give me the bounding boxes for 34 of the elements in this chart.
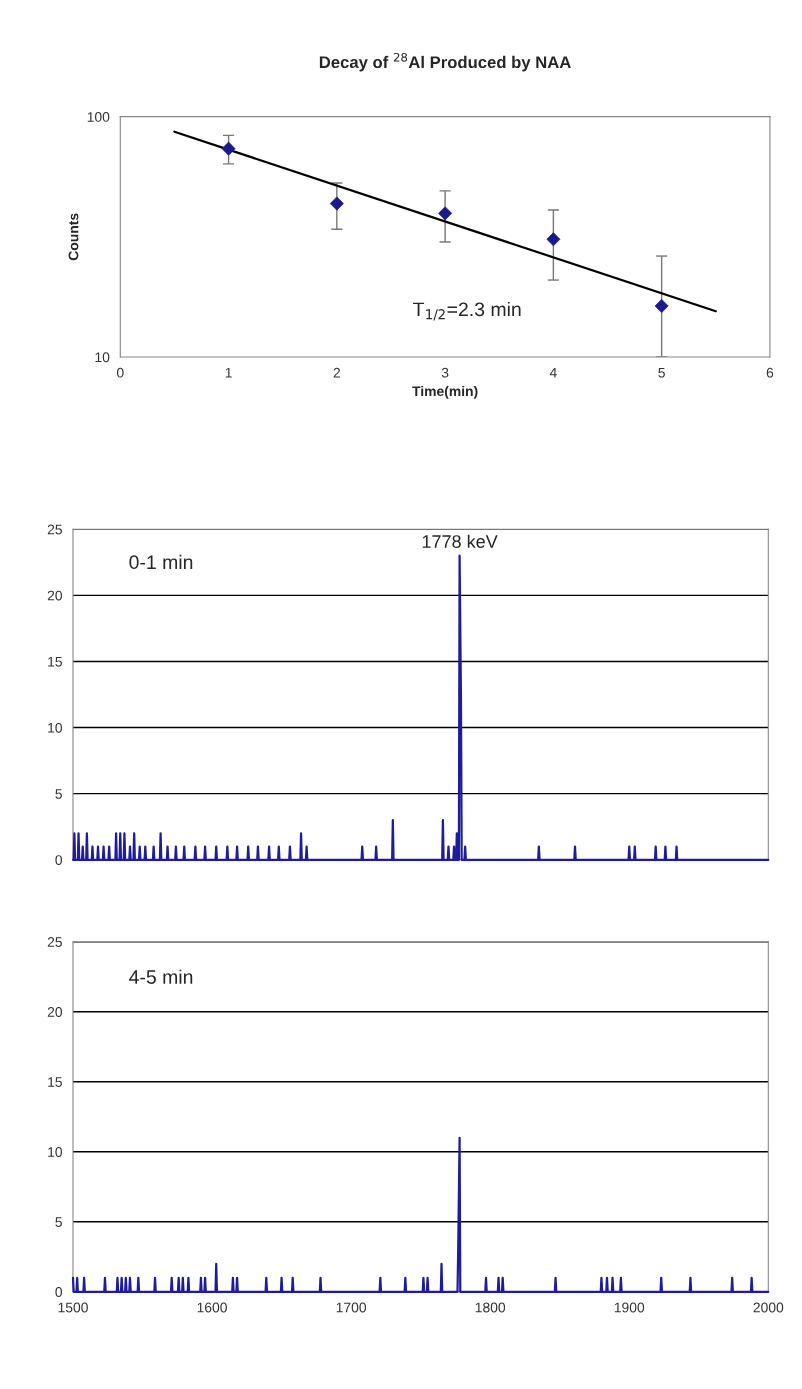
y-tick-label: 25 xyxy=(47,937,62,947)
x-tick-label: 2 xyxy=(333,367,341,378)
x-tick-label: 6 xyxy=(766,367,774,378)
y-tick-label: 10 xyxy=(48,1147,63,1157)
y-tick-label: 10 xyxy=(95,352,110,363)
x-tick-label: 5 xyxy=(658,367,665,378)
annotation: 4-5 min xyxy=(129,969,193,984)
y-tick-label: 100 xyxy=(87,112,110,122)
y-tick-label: 25 xyxy=(47,524,62,535)
x-tick-label: 0 xyxy=(116,367,124,378)
x-tick-label: 1900 xyxy=(614,1302,645,1313)
y-tick-label: 15 xyxy=(48,656,62,667)
x-tick-label: 1 xyxy=(225,367,232,378)
annotation: T$_{1/2}$=2.3 min xyxy=(413,301,521,321)
y-tick-label: 15 xyxy=(48,1077,62,1087)
annotation: 1778 keV xyxy=(422,534,498,548)
x-tick-label: 4 xyxy=(549,367,557,378)
y-tick-label: 0 xyxy=(55,1287,63,1297)
y-tick-label: 20 xyxy=(47,1007,63,1017)
x-tick-label: 2000 xyxy=(753,1302,784,1313)
y-tick-label: 20 xyxy=(47,590,63,601)
y-axis-title: Counts xyxy=(68,213,79,261)
x-tick-label: 3 xyxy=(441,367,449,378)
x-tick-label: 1500 xyxy=(58,1302,88,1313)
x-tick-label: 1800 xyxy=(475,1302,506,1313)
chart-title: Decay of $^{28}$Al Produced by NAA xyxy=(319,52,571,72)
y-tick-label: 0 xyxy=(55,855,63,865)
y-tick-label: 5 xyxy=(55,789,62,799)
y-tick-label: 10 xyxy=(48,722,63,733)
x-tick-label: 1700 xyxy=(336,1302,367,1313)
annotation: 0-1 min xyxy=(129,554,193,570)
x-axis-title: Time(min) xyxy=(412,385,478,399)
y-tick-label: 5 xyxy=(55,1217,62,1227)
x-tick-label: 1600 xyxy=(197,1302,227,1313)
